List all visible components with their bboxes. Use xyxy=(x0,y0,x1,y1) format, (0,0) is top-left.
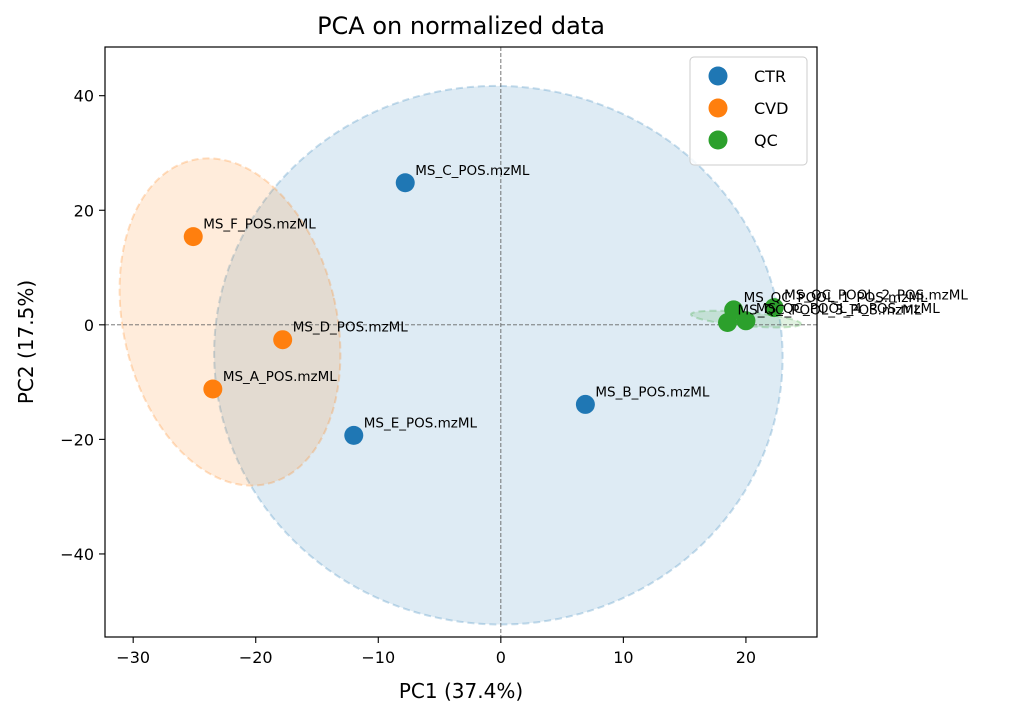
data-point-label: MS_A_POS.mzML xyxy=(223,369,337,385)
legend: CTR CVD QC xyxy=(689,56,808,166)
legend-label-qc: QC xyxy=(754,131,778,150)
legend-box xyxy=(689,56,808,166)
data-point-ctr xyxy=(575,394,595,414)
data-point-cvd xyxy=(273,330,293,350)
data-point-label: MS_QC_POOL_2_POS.mzML xyxy=(784,288,968,304)
chart-title: PCA on normalized data xyxy=(317,12,605,40)
x-tick-label: −20 xyxy=(239,648,273,667)
data-point-cvd xyxy=(183,227,203,247)
data-point-label: MS_B_POS.mzML xyxy=(595,384,709,400)
data-point-label: MS_F_POS.mzML xyxy=(203,217,316,233)
y-axis-label: PC2 (17.5%) xyxy=(14,280,38,404)
x-tick-label: 0 xyxy=(496,648,506,667)
x-tick-label: −10 xyxy=(361,648,395,667)
data-point-label: MS_QC_POOL_4_POS.mzML xyxy=(756,301,940,317)
legend-label-ctr: CTR xyxy=(754,67,786,86)
legend-marker-qc xyxy=(708,130,728,150)
legend-label-cvd: CVD xyxy=(754,99,788,118)
legend-marker-ctr xyxy=(708,66,728,86)
x-tick-label: −30 xyxy=(116,648,150,667)
y-axis-ticks: −40 −20 0 20 40 xyxy=(60,87,105,564)
confidence-ellipse-ctr xyxy=(213,84,784,626)
data-point-label: MS_D_POS.mzML xyxy=(293,320,409,336)
y-tick-label: −40 xyxy=(60,545,94,564)
data-point-label: MS_QC_POOL_3_POS.mzML xyxy=(738,303,922,319)
y-tick-label: 40 xyxy=(74,87,94,106)
y-tick-label: −20 xyxy=(60,430,94,449)
confidence-ellipses xyxy=(118,84,802,626)
x-axis-label: PC1 (37.4%) xyxy=(399,679,523,703)
x-tick-label: 20 xyxy=(736,648,756,667)
plot-area-frame xyxy=(104,46,818,638)
reference-lines xyxy=(105,47,817,637)
data-points xyxy=(183,173,784,445)
legend-marker-cvd xyxy=(708,98,728,118)
data-point-qc xyxy=(718,313,738,333)
data-point-ctr xyxy=(395,173,415,193)
confidence-ellipse-cvd xyxy=(118,157,342,487)
data-point-label: MS_C_POS.mzML xyxy=(415,163,530,179)
data-point-qc xyxy=(736,311,756,331)
x-tick-label: 10 xyxy=(613,648,633,667)
data-point-cvd xyxy=(203,379,223,399)
data-point-label: MS_E_POS.mzML xyxy=(364,415,478,431)
y-tick-label: 20 xyxy=(74,201,94,220)
data-point-label: MS_QC_POOL_1_POS.mzML xyxy=(744,290,928,306)
x-axis-ticks: −30 −20 −10 0 10 20 xyxy=(116,637,756,667)
data-point-labels: MS_C_POS.mzML MS_B_POS.mzML MS_E_POS.mzML M… xyxy=(203,163,968,432)
y-tick-label: 0 xyxy=(84,316,94,335)
data-point-qc xyxy=(764,298,784,318)
data-point-ctr xyxy=(344,425,364,445)
